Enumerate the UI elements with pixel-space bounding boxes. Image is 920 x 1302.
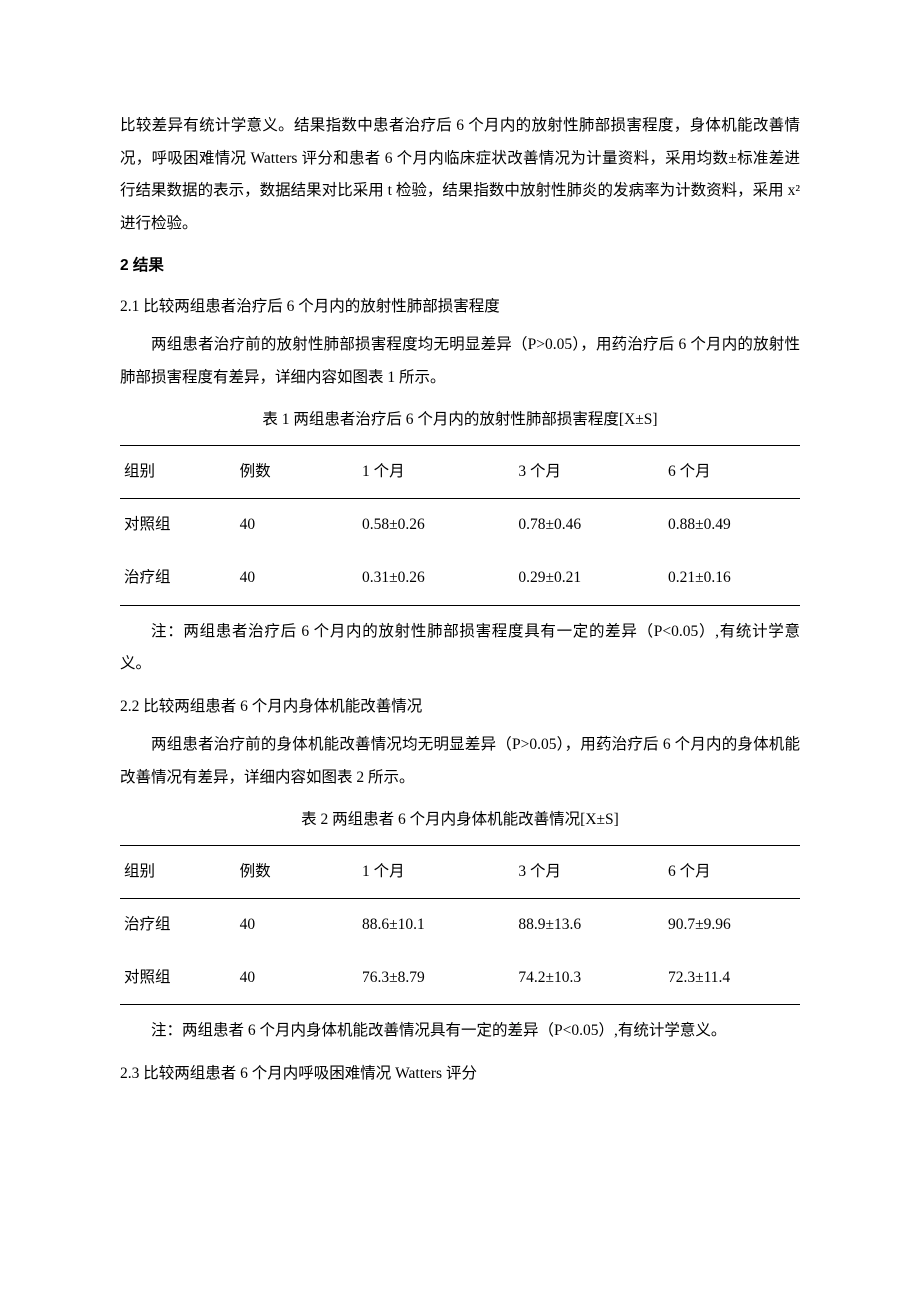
table-cell: 88.6±10.1 [358, 899, 514, 952]
table-1: 组别 例数 1 个月 3 个月 6 个月 对照组 40 0.58±0.26 0.… [120, 445, 800, 606]
section-2-1-heading: 2.1 比较两组患者治疗后 6 个月内的放射性肺部损害程度 [120, 291, 800, 324]
section-2-2-heading: 2.2 比较两组患者 6 个月内身体机能改善情况 [120, 691, 800, 724]
table-2-note: 注：两组患者 6 个月内身体机能改善情况具有一定的差异（P<0.05）,有统计学… [120, 1015, 800, 1048]
table-cell: 40 [236, 499, 358, 552]
table-header-cell: 6 个月 [664, 845, 800, 899]
table-cell: 0.21±0.16 [664, 552, 800, 605]
table-header-cell: 6 个月 [664, 445, 800, 499]
table-cell: 72.3±11.4 [664, 952, 800, 1005]
table-1-caption: 表 1 两组患者治疗后 6 个月内的放射性肺部损害程度[X±S] [120, 404, 800, 437]
document-page: 比较差异有统计学意义。结果指数中患者治疗后 6 个月内的放射性肺部损害程度，身体… [0, 0, 920, 1157]
table-header-cell: 1 个月 [358, 445, 514, 499]
table-cell: 76.3±8.79 [358, 952, 514, 1005]
table-cell: 74.2±10.3 [514, 952, 664, 1005]
table-cell: 40 [236, 952, 358, 1005]
table-header-cell: 组别 [120, 845, 236, 899]
table-cell: 40 [236, 552, 358, 605]
table-header-cell: 3 个月 [514, 845, 664, 899]
table-header-cell: 3 个月 [514, 445, 664, 499]
table-cell: 90.7±9.96 [664, 899, 800, 952]
section-2-1-paragraph: 两组患者治疗前的放射性肺部损害程度均无明显差异（P>0.05），用药治疗后 6 … [120, 329, 800, 394]
table-2-caption: 表 2 两组患者 6 个月内身体机能改善情况[X±S] [120, 804, 800, 837]
table-cell: 40 [236, 899, 358, 952]
table-header-cell: 1 个月 [358, 845, 514, 899]
table-row: 对照组 40 76.3±8.79 74.2±10.3 72.3±11.4 [120, 952, 800, 1005]
table-row: 组别 例数 1 个月 3 个月 6 个月 [120, 445, 800, 499]
table-cell: 0.29±0.21 [514, 552, 664, 605]
table-header-cell: 组别 [120, 445, 236, 499]
table-cell: 对照组 [120, 499, 236, 552]
table-cell: 0.78±0.46 [514, 499, 664, 552]
table-row: 治疗组 40 88.6±10.1 88.9±13.6 90.7±9.96 [120, 899, 800, 952]
section-2-3-heading: 2.3 比较两组患者 6 个月内呼吸困难情况 Watters 评分 [120, 1058, 800, 1091]
table-row: 对照组 40 0.58±0.26 0.78±0.46 0.88±0.49 [120, 499, 800, 552]
table-row: 组别 例数 1 个月 3 个月 6 个月 [120, 845, 800, 899]
intro-paragraph: 比较差异有统计学意义。结果指数中患者治疗后 6 个月内的放射性肺部损害程度，身体… [120, 110, 800, 240]
table-header-cell: 例数 [236, 845, 358, 899]
table-cell: 治疗组 [120, 899, 236, 952]
table-cell: 对照组 [120, 952, 236, 1005]
table-2: 组别 例数 1 个月 3 个月 6 个月 治疗组 40 88.6±10.1 88… [120, 845, 800, 1006]
table-cell: 0.58±0.26 [358, 499, 514, 552]
section-2-heading: 2 结果 [120, 250, 800, 283]
table-1-note: 注：两组患者治疗后 6 个月内的放射性肺部损害程度具有一定的差异（P<0.05）… [120, 616, 800, 681]
table-header-cell: 例数 [236, 445, 358, 499]
table-cell: 治疗组 [120, 552, 236, 605]
table-cell: 0.88±0.49 [664, 499, 800, 552]
section-2-2-paragraph: 两组患者治疗前的身体机能改善情况均无明显差异（P>0.05），用药治疗后 6 个… [120, 729, 800, 794]
table-cell: 0.31±0.26 [358, 552, 514, 605]
table-cell: 88.9±13.6 [514, 899, 664, 952]
table-row: 治疗组 40 0.31±0.26 0.29±0.21 0.21±0.16 [120, 552, 800, 605]
